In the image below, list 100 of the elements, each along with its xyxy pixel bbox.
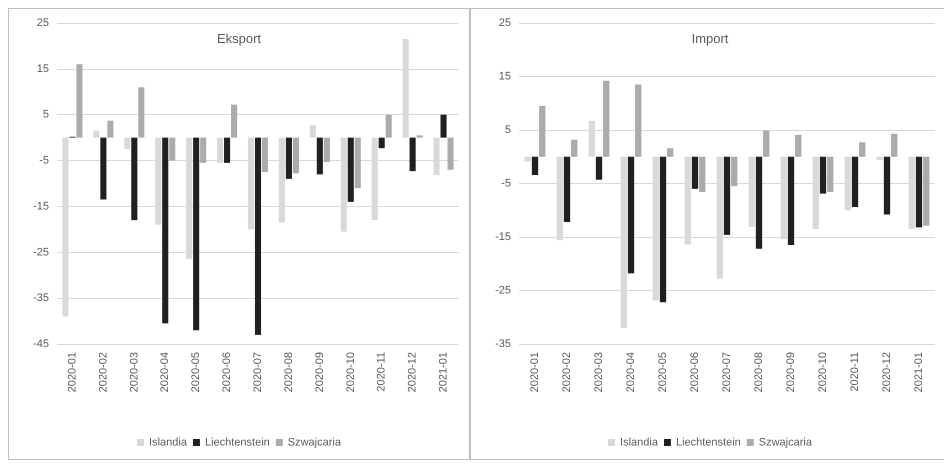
x-tick-label: 2020-01 [66, 352, 78, 392]
bar [310, 125, 316, 138]
legend-label: Szwajcaria [758, 436, 813, 448]
bar [93, 130, 100, 138]
bar [440, 114, 447, 138]
bar [254, 138, 262, 335]
y-tick-label: 15 [498, 70, 511, 82]
x-tick-label: 2020-11 [849, 352, 861, 392]
bar [667, 148, 674, 157]
x-tick-label: 2020-05 [190, 352, 202, 392]
bar [628, 156, 634, 274]
bar [354, 138, 361, 188]
x-tick-label: 2020-02 [97, 352, 110, 392]
y-tick-label: 5 [42, 108, 49, 121]
bar [852, 156, 858, 208]
y-tick-label: -45 [33, 338, 49, 350]
x-tick-label: 2020-12 [881, 352, 893, 392]
bar [448, 138, 454, 170]
y-tick-label: 25 [36, 17, 49, 29]
y-tick-label: 25 [498, 17, 511, 29]
text: Import [692, 31, 729, 46]
bar [916, 156, 922, 228]
x-tick-label: 2020-09 [314, 352, 326, 392]
bar [724, 156, 730, 235]
bar [564, 156, 570, 222]
bar [524, 156, 531, 162]
y-tick-label: 15 [36, 62, 49, 75]
x-tick-label: 2020-09 [785, 352, 797, 392]
bar [348, 138, 354, 202]
legend-label: Islandia [620, 436, 659, 448]
y-tick-label: -25 [33, 246, 49, 258]
bar [324, 138, 330, 162]
y-tick-label: -5 [39, 154, 49, 167]
text: Eksport [216, 31, 262, 46]
bar [131, 138, 138, 220]
x-tick-label: 2020-05 [657, 352, 669, 392]
bar [169, 138, 176, 161]
bar [660, 156, 666, 302]
x-tick-label: 2020-06 [689, 352, 701, 392]
x-tick-label: 2020-10 [344, 352, 357, 392]
x-tick-label: 2020-01 [529, 352, 541, 392]
legend-label: Liechtenstein [676, 436, 741, 448]
x-tick-label: 2020-08 [282, 352, 295, 392]
x-tick-label: 2020-02 [561, 352, 573, 392]
bar [262, 138, 268, 172]
bar [756, 156, 762, 249]
bar [124, 138, 130, 150]
y-tick-label: 5 [504, 124, 511, 136]
bar [138, 87, 144, 138]
bar [316, 138, 323, 174]
bar [532, 156, 538, 175]
bar [876, 156, 883, 160]
y-tick-label: -25 [495, 284, 511, 296]
x-tick-label: 2020-10 [817, 352, 829, 392]
bar [923, 156, 930, 226]
x-tick-label: 2020-11 [376, 352, 388, 392]
x-tick-label: 2020-03 [593, 352, 605, 392]
bar [193, 138, 200, 330]
bar [107, 120, 114, 138]
bar [731, 156, 738, 186]
legend-label: Szwajcaria [288, 436, 342, 448]
bar [603, 80, 610, 157]
x-tick-label: 2020-04 [625, 352, 637, 392]
x-tick-label: 2021-01 [438, 352, 450, 392]
bar [539, 106, 546, 157]
bar [571, 140, 578, 157]
bar [763, 130, 770, 157]
bar [386, 114, 392, 138]
bar [76, 64, 83, 138]
y-tick-label: -35 [495, 338, 511, 350]
bar [378, 138, 385, 148]
bar [827, 156, 834, 192]
bar [286, 138, 292, 179]
legend-label: Liechtenstein [204, 436, 270, 448]
y-tick-label: -15 [33, 200, 49, 212]
bar [692, 156, 698, 189]
x-tick-label: 2020-04 [159, 352, 172, 392]
x-tick-label: 2020-07 [721, 352, 733, 392]
x-tick-label: 2021-01 [913, 352, 925, 392]
bar [884, 156, 890, 215]
y-tick-label: -15 [495, 231, 511, 243]
bar [635, 84, 642, 157]
bar [100, 138, 106, 200]
bar [200, 138, 206, 163]
bar [820, 156, 826, 194]
bar [231, 104, 238, 138]
legend-label: Islandia [149, 436, 188, 448]
bar [699, 156, 706, 192]
bar [162, 138, 168, 324]
bar [795, 134, 802, 157]
bar [859, 142, 866, 157]
x-tick-label: 2020-03 [128, 352, 140, 392]
bar [788, 156, 794, 246]
bar [292, 138, 299, 174]
x-tick-label: 2020-08 [753, 352, 765, 392]
x-tick-label: 2020-12 [406, 352, 419, 392]
bar [410, 138, 416, 172]
bar [596, 156, 602, 180]
x-tick-label: 2020-07 [252, 352, 264, 392]
y-tick-label: -5 [501, 178, 511, 190]
